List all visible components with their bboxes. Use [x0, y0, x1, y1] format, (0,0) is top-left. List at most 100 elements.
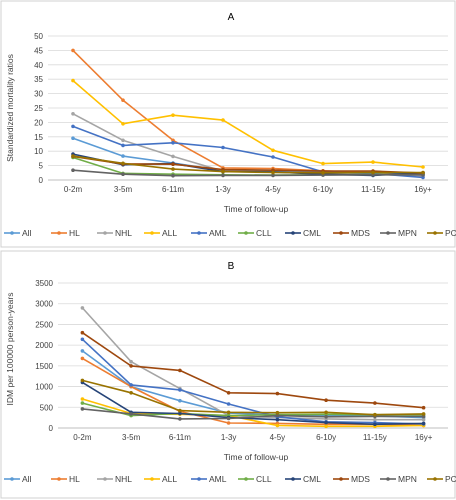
panel-b-x-tick-label: 16y+ — [415, 433, 433, 442]
panel-b-legend-marker-mpn — [386, 477, 390, 481]
panel-b-legend-marker-aml — [197, 477, 201, 481]
panel-b-series-pcm — [80, 378, 426, 417]
panel-a-legend-label-mds: MDS — [351, 228, 370, 238]
panel-b-legend-item-cll: CLL — [238, 474, 272, 484]
panel-a-y-tick-label: 15 — [34, 133, 43, 142]
panel-b-data-point-nhl — [129, 359, 133, 364]
panel-b-legend-label-all: All — [22, 474, 32, 484]
panel-a-series-all — [71, 78, 425, 169]
panel-b-legend-marker-nhl — [103, 477, 107, 481]
panel-b-y-tick-label: 2000 — [35, 341, 53, 350]
panel-b-legend-marker-all — [150, 477, 154, 481]
panel-b-data-point-mds — [275, 391, 280, 396]
panel-a-data-point-all — [71, 136, 75, 140]
panel-b-data-point-mpn — [421, 414, 426, 419]
panel-a-y-tick-label: 35 — [34, 75, 43, 84]
panel-a-legend-marker-aml — [197, 231, 201, 235]
panel-a-data-point-pcm — [221, 169, 225, 174]
panel-b-data-point-mpn — [226, 416, 231, 421]
panel-a-legend-label-all: All — [22, 228, 32, 238]
panel-b-data-point-aml — [129, 383, 133, 387]
panel-a-x-tick-label: 0-2m — [64, 185, 83, 194]
panel-b-frame — [0, 250, 456, 499]
panel-a-data-point-mpn — [171, 173, 175, 178]
panel-b: B IDM per 100000 person-years Time of fo… — [0, 250, 456, 499]
panel-a-series-line-mpn — [72, 169, 423, 177]
panel-a-data-point-all — [421, 165, 425, 169]
panel-a-legend-item-aml: AML — [191, 228, 227, 238]
panel-b-x-tick-label: 4-5y — [270, 433, 286, 442]
panel-a-x-tick-label: 16y+ — [414, 185, 432, 194]
panel-b-data-point-hl — [80, 356, 85, 361]
panel-a-legend-marker-nhl — [103, 231, 107, 235]
panel-a-y-tick-label: 0 — [39, 176, 44, 185]
panel-b-data-point-aml — [178, 388, 182, 392]
panel-b-series-line-pcm — [82, 379, 424, 416]
panel-a-data-point-pcm — [171, 167, 175, 171]
panel-b-legend-item-mpn: MPN — [380, 474, 417, 484]
panel-b-data-point-all — [178, 398, 182, 403]
panel-b-x-tick-label: 0-2m — [73, 433, 92, 442]
panel-b-legend-item-pcm: PCM — [427, 474, 456, 484]
panel-a-legend: All HL NHL ALL AML CLL CML MDS MPN PCM — [4, 228, 456, 238]
panel-a-y-tick-label: 50 — [34, 32, 43, 41]
panel-b-y-axis-label: IDM per 100000 person-years — [5, 293, 15, 406]
panel-a-legend-marker-all — [150, 231, 154, 235]
panel-b-data-point-mds — [373, 401, 377, 405]
panel-a-data-point-hl — [121, 98, 125, 102]
panel-b-legend-item-nhl: NHL — [97, 474, 132, 484]
panel-a-legend-item-all: All — [4, 228, 32, 238]
panel-b-series-line-cml — [81, 381, 424, 426]
panel-a-legend-label-cll: CLL — [256, 228, 272, 238]
panel-b-data-point-pcm — [324, 410, 328, 415]
panel-b-y-tick-label: 500 — [40, 403, 54, 412]
panel-a-data-point-mds — [171, 162, 175, 166]
panel-a-y-tick-label: 25 — [34, 104, 43, 113]
panel-a-data-point-pcm — [71, 154, 75, 158]
panel-a-data-point-pcm — [321, 171, 325, 175]
panel-a-data-point-aml — [171, 141, 175, 145]
panel-a-data-point-all — [121, 122, 125, 126]
panel-a-title: A — [228, 12, 235, 23]
panel-b-data-point-aml — [226, 402, 231, 406]
panel-a-data-point-all — [171, 113, 175, 117]
panel-a-series-mpn — [71, 168, 425, 178]
panel-b-legend-label-mds: MDS — [351, 474, 370, 484]
panel-b-x-axis-label: Time of follow-up — [224, 452, 289, 462]
panel-b-legend-item-all: All — [4, 474, 32, 484]
panel-b-legend-label-cml: CML — [303, 474, 321, 484]
panel-a-series-line-all — [72, 79, 424, 168]
panel-a-data-point-all — [321, 161, 325, 166]
panel-b-data-point-hl — [226, 421, 231, 425]
panel-a-data-point-mpn — [121, 172, 125, 176]
panel-a-data-point-pcm — [121, 161, 125, 166]
panel-b-x-tick-label: 6-10y — [316, 433, 336, 442]
panel-a-legend-label-pcm: PCM — [445, 228, 456, 238]
panel-a-legend-label-all: ALL — [162, 228, 177, 238]
panel-b-y-tick-label: 3000 — [35, 300, 53, 309]
panel-b-y-tick-label: 1500 — [35, 362, 53, 371]
panel-b-data-point-nhl — [421, 417, 426, 422]
panel-b-data-point-mpn — [324, 415, 328, 419]
panel-b-y-tick-label: 1000 — [35, 383, 53, 392]
panel-b-legend-marker-all — [10, 477, 14, 481]
panel-a-legend-marker-cll — [244, 231, 248, 235]
panel-b-data-point-cml — [421, 421, 426, 426]
panel-b-series-line-aml — [81, 338, 424, 425]
panel-b-data-point-cml — [324, 420, 328, 425]
panel-b-data-point-mds — [421, 405, 426, 410]
panel-b-series-line-all — [82, 398, 424, 428]
panel-a-y-tick-label: 20 — [34, 118, 43, 127]
panel-a-data-point-aml — [421, 175, 425, 180]
panel-b-legend-marker-pcm — [433, 477, 437, 481]
panel-a-series-pcm — [71, 154, 425, 175]
panel-b-data-point-cml — [178, 411, 182, 416]
panel-a-legend-item-cll: CLL — [238, 228, 272, 238]
panel-b-data-point-mds — [178, 368, 182, 373]
panel-b-data-point-cll — [80, 401, 85, 405]
panel-b-data-point-all — [275, 423, 280, 428]
panel-a-data-point-nhl — [71, 112, 75, 116]
panel-b-y-tick-label: 3500 — [35, 279, 53, 288]
panel-b-y-tick-label: 2500 — [35, 320, 53, 329]
panel-b-data-point-mpn — [80, 407, 85, 411]
